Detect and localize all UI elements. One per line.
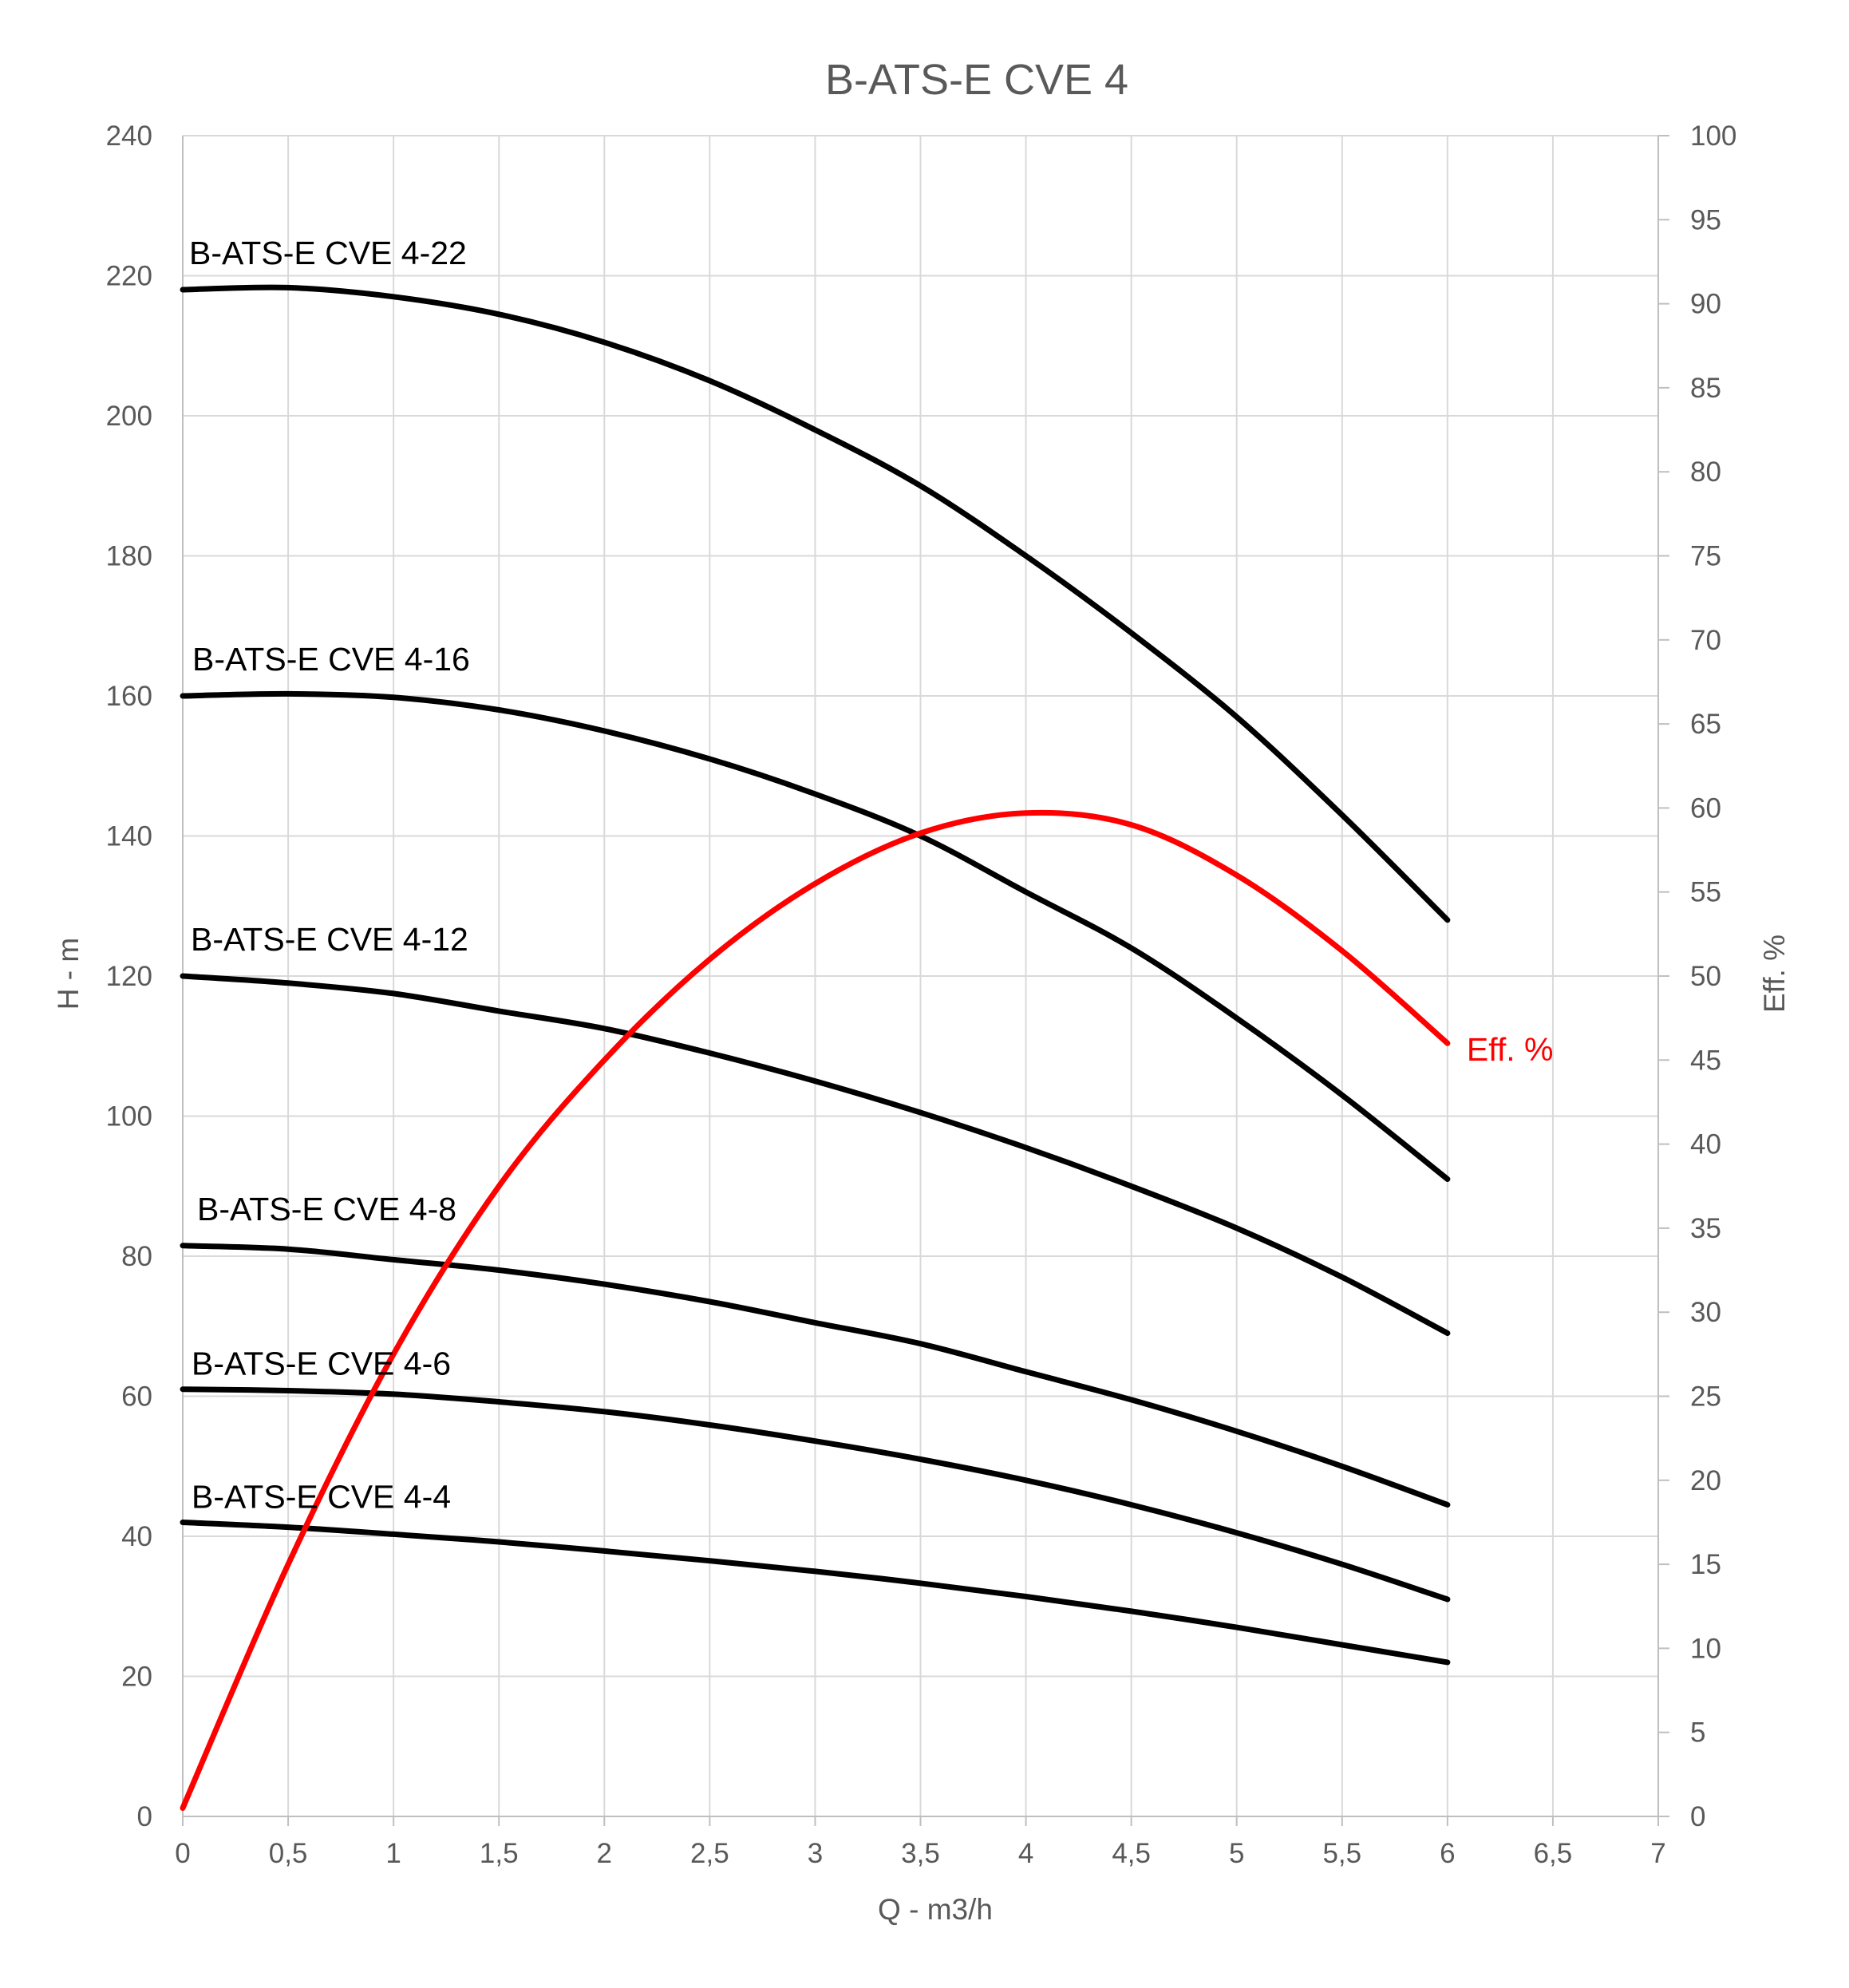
y2-tick-label: 100 xyxy=(1690,121,1736,152)
y-tick-label: 80 xyxy=(121,1241,152,1272)
series-label: B-ATS-E CVE 4-22 xyxy=(189,235,467,271)
y2-tick-labels: 0 5 10 15 20 25 30 35 40 45 50 55 60 65 70 75 80 85 90 95 10… xyxy=(1690,121,1736,1832)
x-tick-label: 5,5 xyxy=(1322,1838,1361,1869)
horizontal-gridlines xyxy=(183,135,1658,1678)
y2-tick-label: 5 xyxy=(1690,1717,1705,1749)
y2-tick-label: 85 xyxy=(1690,373,1721,404)
x-tick-label: 7 xyxy=(1650,1838,1665,1869)
y2-tick-label: 90 xyxy=(1690,289,1721,320)
y-tick-label: 120 xyxy=(106,961,152,992)
y-tick-label: 200 xyxy=(106,401,152,432)
y2-tick-label: 20 xyxy=(1690,1465,1721,1496)
y2-tick-label: 65 xyxy=(1690,709,1721,740)
y2-tick-label: 75 xyxy=(1690,541,1721,572)
y-tick-label: 140 xyxy=(106,821,152,852)
axes xyxy=(182,135,1669,1826)
x-tick-label: 3 xyxy=(808,1838,823,1869)
y2-tick-label: 80 xyxy=(1690,456,1721,488)
series-line xyxy=(180,284,1451,923)
y2-tick-label: 60 xyxy=(1690,792,1721,824)
y-tick-label: 60 xyxy=(121,1381,152,1413)
y2-tick-label: 55 xyxy=(1690,877,1721,908)
y2-tick-label: 50 xyxy=(1690,961,1721,992)
y2-axis-title: Eff. % xyxy=(1758,935,1791,1013)
series-label: Eff. % xyxy=(1467,1031,1554,1068)
y-tick-label: 40 xyxy=(121,1521,152,1552)
x-tick-label: 4 xyxy=(1018,1838,1033,1869)
series-labels: B-ATS-E CVE 4-22 B-ATS-E CVE 4-16 B-ATS-E … xyxy=(189,235,1553,1515)
series-line xyxy=(180,1243,1451,1508)
y2-tick-label: 0 xyxy=(1690,1801,1705,1832)
chart-title: B-ATS-E CVE 4 xyxy=(825,56,1128,104)
x-tick-label: 6,5 xyxy=(1534,1838,1573,1869)
series-line xyxy=(180,1386,1451,1603)
x-tick-label: 2 xyxy=(597,1838,612,1869)
x-tick-label: 6 xyxy=(1440,1838,1455,1869)
y2-tick-label: 30 xyxy=(1690,1297,1721,1328)
series-label: B-ATS-E CVE 4-6 xyxy=(192,1346,451,1382)
y-axis-title: H - m xyxy=(52,938,85,1010)
series-line xyxy=(180,1520,1451,1666)
series-line xyxy=(180,973,1451,1336)
y-tick-label: 20 xyxy=(121,1662,152,1693)
x-tick-label: 3,5 xyxy=(901,1838,940,1869)
x-tick-label: 0,5 xyxy=(269,1838,308,1869)
x-tick-label: 0 xyxy=(175,1838,190,1869)
y2-tick-label: 45 xyxy=(1690,1045,1721,1076)
y-tick-label: 100 xyxy=(106,1101,152,1132)
x-tick-label: 4,5 xyxy=(1112,1838,1151,1869)
y-tick-label: 240 xyxy=(106,121,152,152)
x-tick-labels: 0 0,5 1 1,5 2 2,5 3 3,5 4 4,5 5 5,5 6 6,5 7 xyxy=(175,1838,1665,1869)
series-label: B-ATS-E CVE 4-12 xyxy=(191,921,468,958)
x-tick-label: 1 xyxy=(385,1838,401,1869)
series-label: B-ATS-E CVE 4-8 xyxy=(197,1191,456,1227)
x-tick-label: 5 xyxy=(1229,1838,1244,1869)
x-tick-label: 2,5 xyxy=(690,1838,729,1869)
x-axis-title: Q - m3/h xyxy=(878,1893,993,1926)
y2-tick-label: 35 xyxy=(1690,1213,1721,1244)
x-tick-label: 1,5 xyxy=(480,1838,519,1869)
y-tick-label: 160 xyxy=(106,681,152,712)
y2-tick-label: 95 xyxy=(1690,204,1721,235)
series-lines xyxy=(180,284,1451,1811)
y2-tick-label: 10 xyxy=(1690,1633,1721,1664)
y2-tick-label: 40 xyxy=(1690,1129,1721,1160)
series-line xyxy=(180,690,1451,1182)
y-tick-label: 0 xyxy=(137,1801,152,1832)
y2-tick-label: 70 xyxy=(1690,625,1721,656)
series-line xyxy=(180,809,1451,1811)
series-label: B-ATS-E CVE 4-4 xyxy=(192,1478,451,1515)
y-tick-label: 220 xyxy=(106,261,152,292)
y2-tick-label: 25 xyxy=(1690,1381,1721,1413)
y2-tick-label: 15 xyxy=(1690,1549,1721,1580)
series-label: B-ATS-E CVE 4-16 xyxy=(192,641,470,678)
y-tick-labels: 0 20 40 60 80 100 120 140 160 180 200 220 240 xyxy=(106,121,152,1832)
y-tick-label: 180 xyxy=(106,541,152,572)
